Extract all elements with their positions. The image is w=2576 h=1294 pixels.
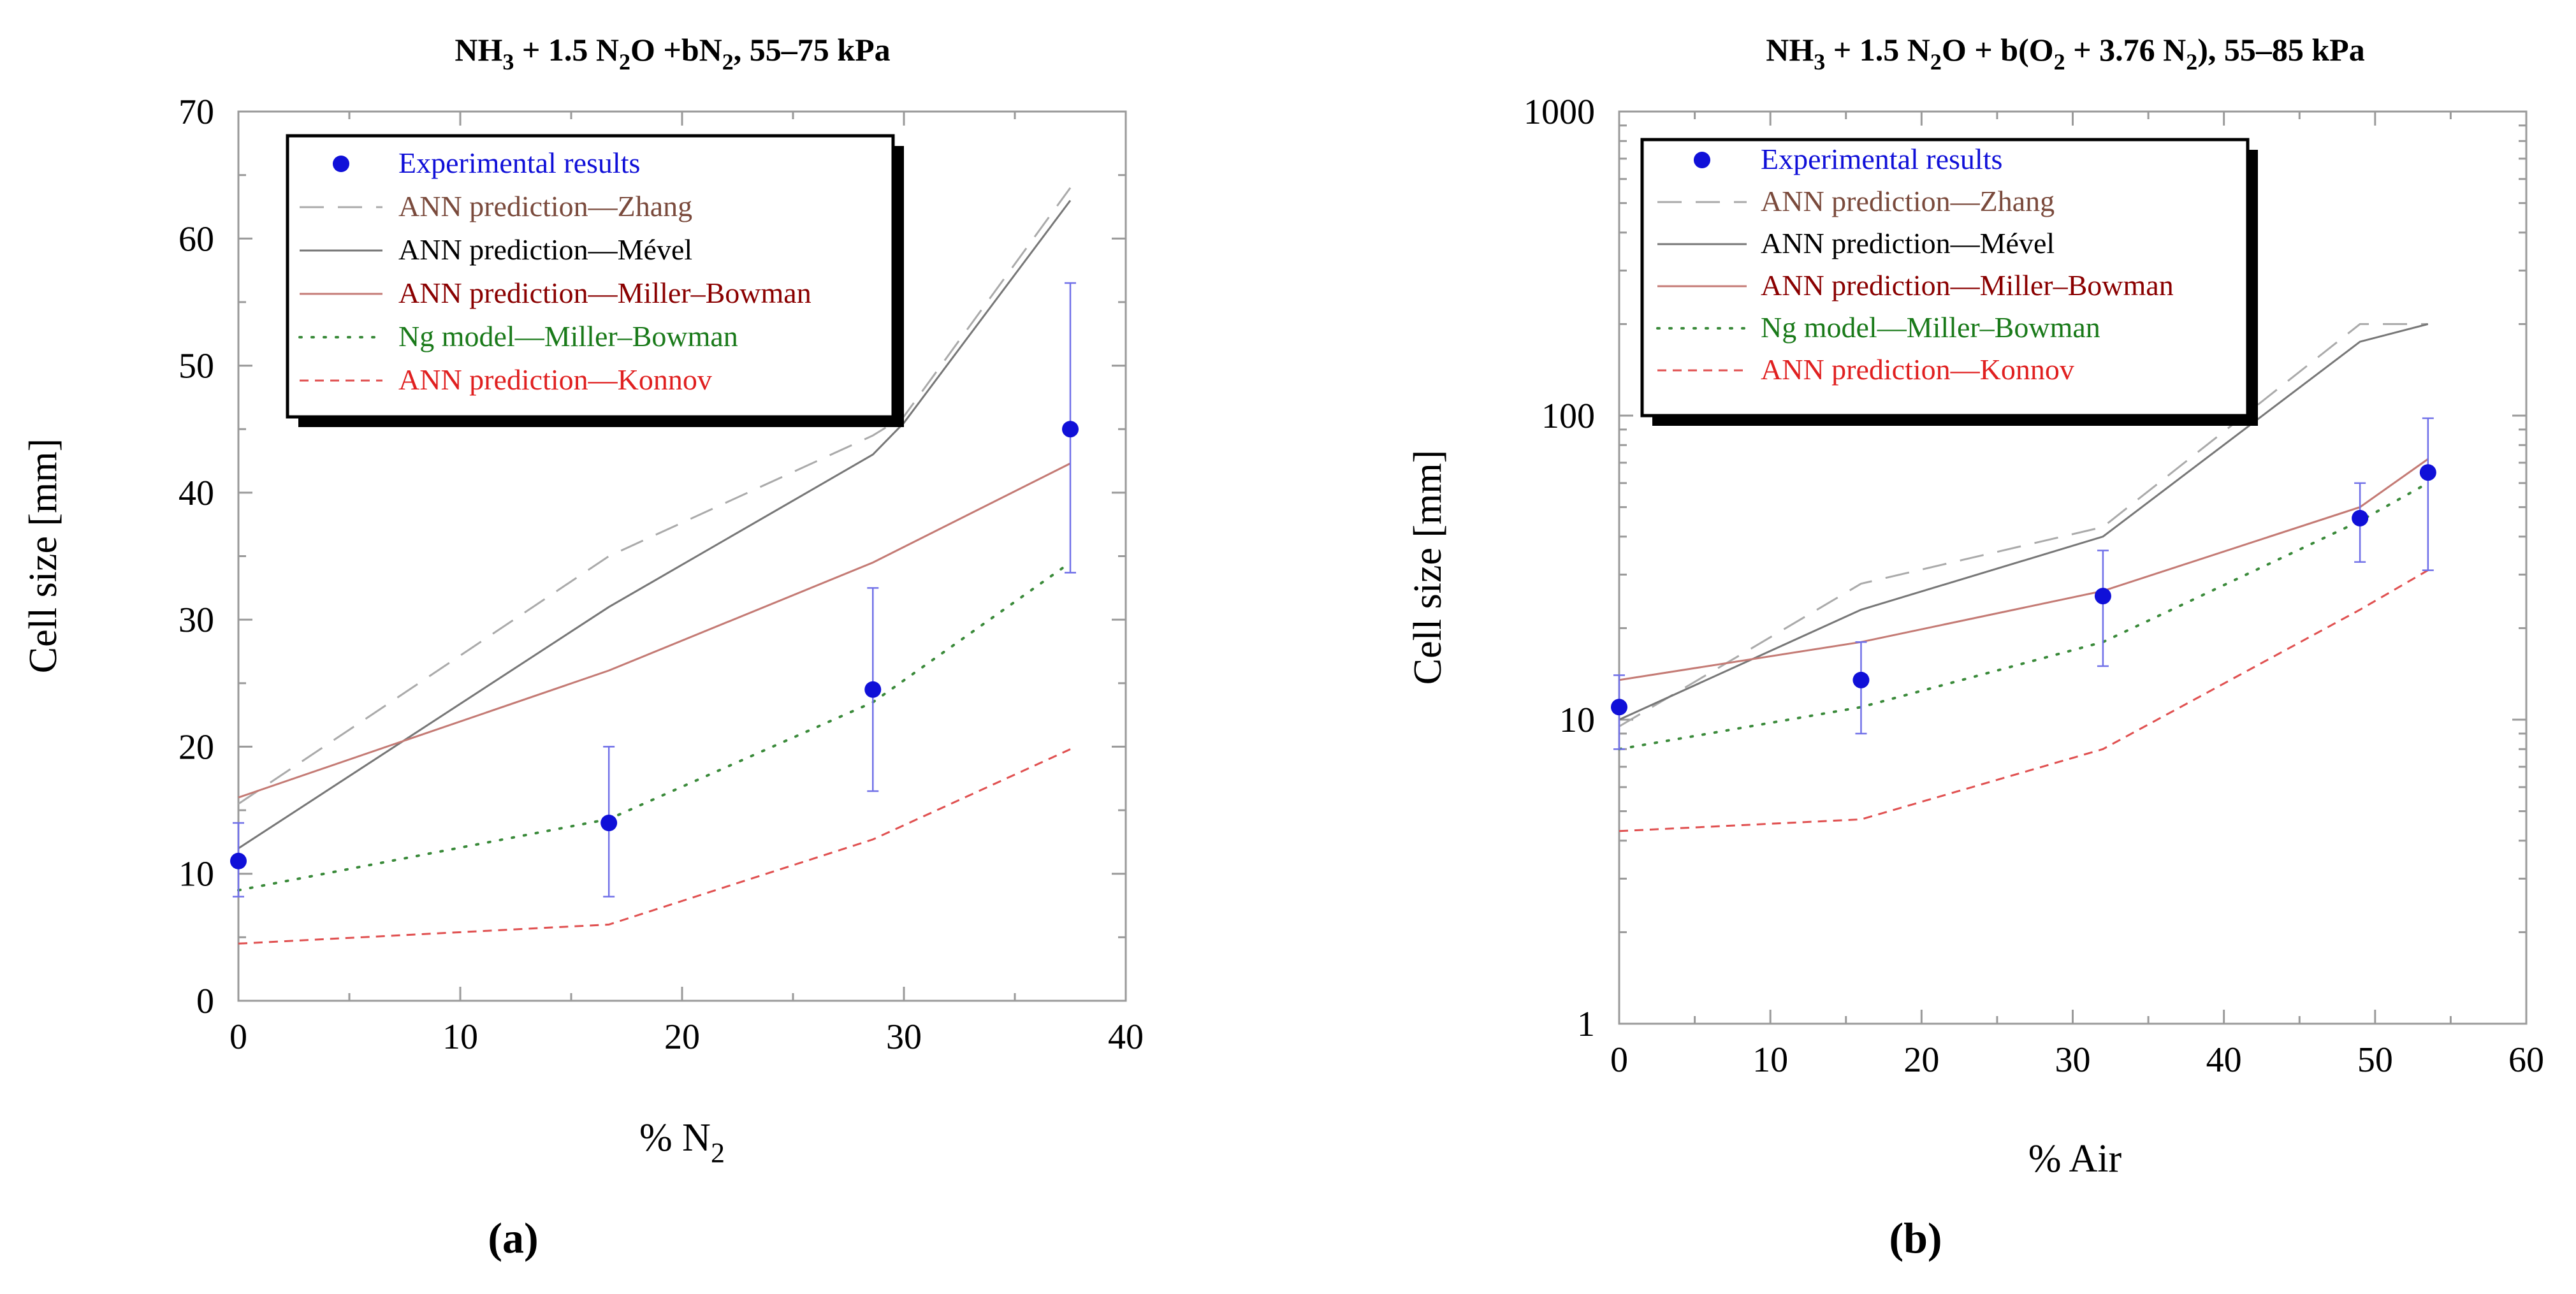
data-point: [864, 681, 882, 698]
y-tick-label: 100: [1541, 396, 1595, 436]
data-point: [2094, 588, 2111, 605]
panel-b-series: [1611, 323, 2436, 832]
panel-a-legend: Experimental results ANN prediction—Zhang…: [286, 134, 904, 427]
x-tick-label: 20: [1903, 1040, 1939, 1080]
series-line-3: [238, 462, 1071, 799]
legend-label: Experimental results: [398, 147, 640, 179]
data-point: [1611, 699, 1627, 716]
panel-b-axis-ticks: 0 10 20 30 40 50 60 1 10 100 1000: [1524, 92, 2544, 1080]
series-line-1: [238, 187, 1072, 805]
legend-label: ANN prediction—Konnov: [1761, 353, 2074, 386]
y-tick-label: 20: [178, 727, 214, 767]
legend-label: ANN prediction—Zhang: [1761, 185, 2055, 217]
x-tick-label: 20: [664, 1017, 700, 1057]
x-tick-label: 40: [1108, 1017, 1144, 1057]
data-point: [600, 815, 618, 831]
x-tick-label: 60: [2508, 1040, 2544, 1080]
legend-label: Ng model—Miller–Bowman: [398, 320, 738, 353]
legend-marker: [1694, 152, 1710, 168]
panel-a-xlabel: % N2: [639, 1116, 725, 1168]
series-line-2: [1619, 323, 2429, 721]
legend-label: ANN prediction—Mével: [1761, 227, 2055, 259]
x-tick-label: 30: [886, 1017, 922, 1057]
panel-a-series: [230, 187, 1079, 945]
panel-b-legend: Experimental results ANN prediction—Zhang…: [1640, 138, 2258, 426]
y-tick-label: 60: [178, 219, 214, 259]
legend-label: ANN prediction—Miller–Bowman: [1761, 269, 2174, 302]
panel-b-title: NH3 + 1.5 N2O + b(O2 + 3.76 N2), 55–85 k…: [1766, 32, 2364, 75]
legend-label: ANN prediction—Zhang: [398, 190, 692, 222]
legend-label: Ng model—Miller–Bowman: [1761, 311, 2100, 344]
data-point: [1062, 421, 1079, 438]
panel-b-xlabel: % Air: [2028, 1137, 2122, 1181]
data-point: [2419, 464, 2436, 481]
panel-a: NH3 + 1.5 N2O +bN2, 55–75 kPa 0 10 20 30 400…: [22, 32, 1144, 1262]
y-tick-label: 70: [178, 92, 214, 132]
y-tick-label: 0: [196, 982, 214, 1021]
y-tick-label: 50: [178, 347, 214, 386]
x-tick-label: 10: [442, 1017, 478, 1057]
series-line-4: [1618, 481, 2429, 751]
series-line-5: [1619, 569, 2429, 832]
data-point: [1852, 671, 1870, 688]
y-tick-label: 30: [178, 600, 214, 640]
x-tick-label: 0: [1610, 1040, 1628, 1080]
legend-label: ANN prediction—Konnov: [398, 363, 712, 396]
panel-b: NH3 + 1.5 N2O + b(O2 + 3.76 N2), 55–85 k…: [1406, 32, 2544, 1262]
data-point: [230, 852, 247, 869]
legend-label: ANN prediction—Mével: [398, 233, 692, 266]
data-point: [2352, 509, 2369, 527]
x-tick-label: 40: [2206, 1040, 2242, 1080]
panel-b-legend-box: [1640, 138, 2250, 418]
panel-a-title: NH3 + 1.5 N2O +bN2, 55–75 kPa: [455, 32, 890, 75]
x-tick-label: 50: [2357, 1040, 2393, 1080]
series-line-4: [237, 561, 1072, 892]
series-line-2: [238, 200, 1072, 850]
series-line-3: [1619, 458, 2429, 681]
panel-b-label: (b): [1889, 1214, 1942, 1262]
y-tick-label: 10: [178, 855, 214, 894]
y-tick-label: 40: [178, 474, 214, 513]
y-tick-label: 10: [1559, 701, 1595, 740]
panel-a-label: (a): [488, 1214, 538, 1262]
panel-a-legend-box: [286, 134, 895, 419]
x-tick-label: 10: [1752, 1040, 1788, 1080]
y-tick-label: 1000: [1524, 92, 1595, 132]
legend-label: Experimental results: [1761, 143, 2002, 175]
panel-b-ylabel: Cell size [mm]: [1406, 450, 1450, 685]
x-tick-label: 0: [229, 1017, 247, 1057]
series-line-5: [238, 748, 1071, 945]
x-tick-label: 30: [2055, 1040, 2091, 1080]
legend-marker: [333, 156, 349, 172]
panel-a-axis-ticks: 0 10 20 30 40 0 10 20 30 40 50 60 70: [178, 92, 1144, 1057]
panel-a-ylabel: Cell size [mm]: [22, 439, 65, 673]
legend-label: ANN prediction—Miller–Bowman: [398, 277, 811, 309]
y-tick-label: 1: [1577, 1005, 1595, 1044]
